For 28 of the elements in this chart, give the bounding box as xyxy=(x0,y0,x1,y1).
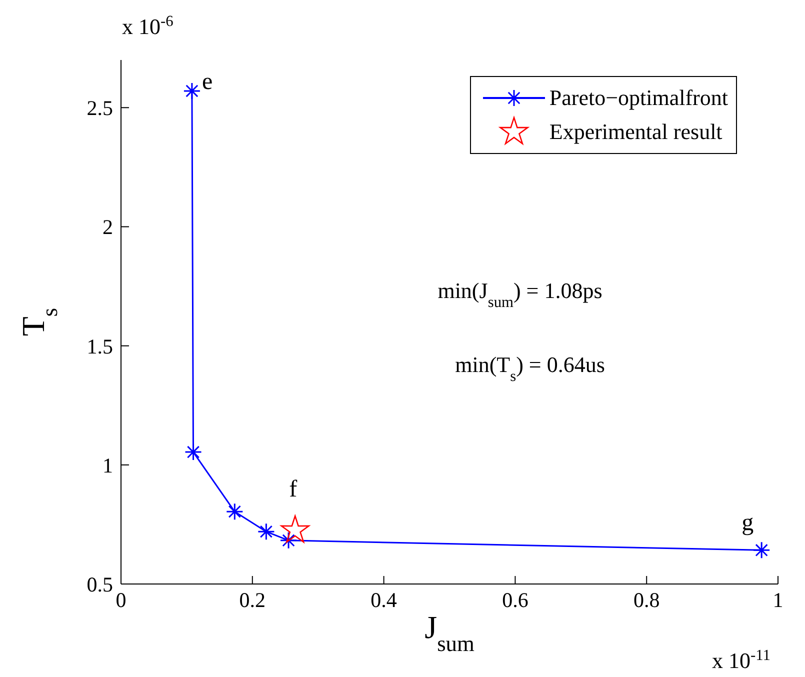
y-tick-label: 0.5 xyxy=(86,572,113,596)
text: x 10$^{-6}$ xyxy=(122,12,174,39)
y-tick-label: 2 xyxy=(102,215,113,240)
point xyxy=(280,515,310,543)
x-axis-title: J$_{sum}$ xyxy=(424,609,475,656)
text: x 10$^{-11}$ xyxy=(712,646,770,673)
point xyxy=(257,522,275,540)
point xyxy=(184,443,202,461)
annotation: f xyxy=(289,476,298,502)
y-tick-label: 2.5 xyxy=(86,96,113,120)
legend-label: Experimental result xyxy=(549,119,722,145)
y-tick-label: 1.5 xyxy=(86,334,113,358)
annotation: min(T$_{s}$) = 0.64us xyxy=(455,352,605,384)
x-tick-label: 0.6 xyxy=(502,588,528,612)
point xyxy=(752,541,770,559)
point xyxy=(183,82,201,100)
x-tick-label: 0.4 xyxy=(370,588,398,612)
annotation: g xyxy=(742,510,754,536)
x-tick-label: 0 xyxy=(116,588,126,612)
y-tick-label: 1 xyxy=(102,453,113,478)
legend-label: Pareto−optimalfront xyxy=(549,85,728,111)
point xyxy=(226,502,244,520)
annotation: e xyxy=(202,68,213,95)
x-tick-label: 1 xyxy=(772,588,784,612)
x-tick-label: 0.8 xyxy=(633,588,660,612)
point xyxy=(280,532,298,550)
annotation: min(J$_{sum}$) = 1.08ps xyxy=(438,278,602,310)
x-tick-label: 0.2 xyxy=(239,588,266,612)
